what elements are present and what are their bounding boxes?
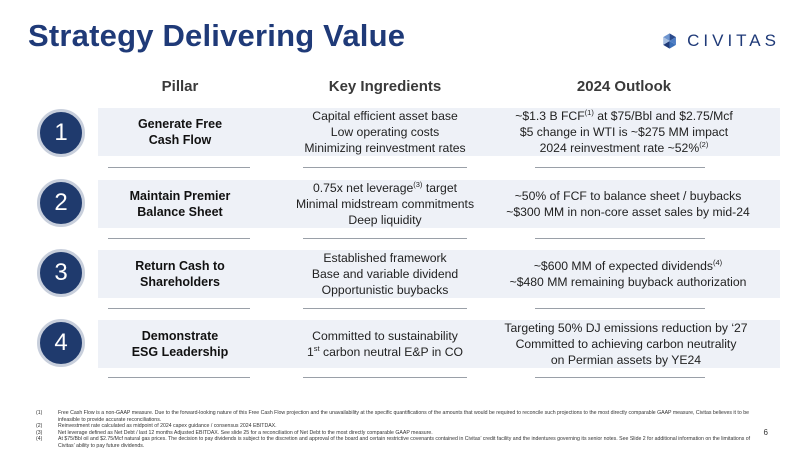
footnote: (1) Free Cash Flow is a non-GAAP measure.… — [36, 410, 749, 423]
row-band-1 — [98, 108, 780, 156]
header-pillar: Pillar — [161, 78, 199, 95]
divider — [108, 238, 250, 239]
company-logo: CIVITAS — [660, 26, 780, 56]
pillar-cell: Return Cash to Shareholders — [135, 259, 225, 289]
outlook-cell: ~$1.3 B FCF(1) at $75/Bbl and $2.75/Mcf … — [515, 107, 733, 155]
pillar-number-4: 4 — [37, 319, 85, 367]
divider — [535, 308, 705, 309]
footnote: (2) Reinvestment rate calculated as midpo… — [36, 423, 277, 430]
footnote: (3) Net leverage defined as Net Debt / la… — [36, 429, 433, 436]
divider — [535, 377, 705, 378]
pillar-number-1: 1 — [37, 109, 85, 157]
divider — [108, 167, 250, 168]
header-2024-outlook: 2024 Outlook — [576, 78, 672, 95]
footnote: (4) At $75/Bbl oil and $2.75/Mcf natural … — [36, 436, 751, 449]
row-band-4 — [98, 320, 780, 368]
logo-text: CIVITAS — [687, 31, 780, 50]
ingredients-cell: Committed to sustainability 1st carbon n… — [306, 329, 464, 359]
divider — [108, 308, 250, 309]
ingredients-cell: Capital efficient asset base Low operati… — [304, 109, 466, 155]
ingredients-cell: 0.75x net leverage(3) target Minimal mid… — [295, 179, 475, 227]
page-title: Strategy Delivering Value — [28, 18, 406, 53]
divider — [303, 308, 467, 309]
footnotes: (1) Free Cash Flow is a non-GAAP measure.… — [36, 410, 756, 450]
outlook-cell: Targeting 50% DJ emissions reduction by … — [504, 321, 748, 367]
row-band-3 — [98, 250, 780, 298]
outlook-cell: ~50% of FCF to balance sheet / buybacks … — [506, 189, 750, 219]
civitas-logo-icon — [663, 33, 676, 49]
divider — [303, 167, 467, 168]
pillar-cell: Demonstrate ESG Leadership — [131, 329, 229, 359]
divider — [535, 167, 705, 168]
outlook-cell: ~$600 MM of expected dividends(4) ~$480 … — [509, 257, 747, 289]
header-key-ingredients: Key Ingredients — [328, 78, 442, 95]
divider — [303, 377, 467, 378]
page-number: 6 — [763, 428, 768, 437]
pillar-number-2: 2 — [37, 179, 85, 227]
row-band-2 — [98, 180, 780, 228]
pillar-number-3: 3 — [37, 249, 85, 297]
divider — [303, 238, 467, 239]
divider — [535, 238, 705, 239]
pillar-cell: Generate Free Cash Flow — [137, 117, 223, 147]
pillar-cell: Maintain Premier Balance Sheet — [129, 189, 231, 219]
divider — [108, 377, 250, 378]
ingredients-cell: Established framework Base and variable … — [311, 251, 459, 297]
